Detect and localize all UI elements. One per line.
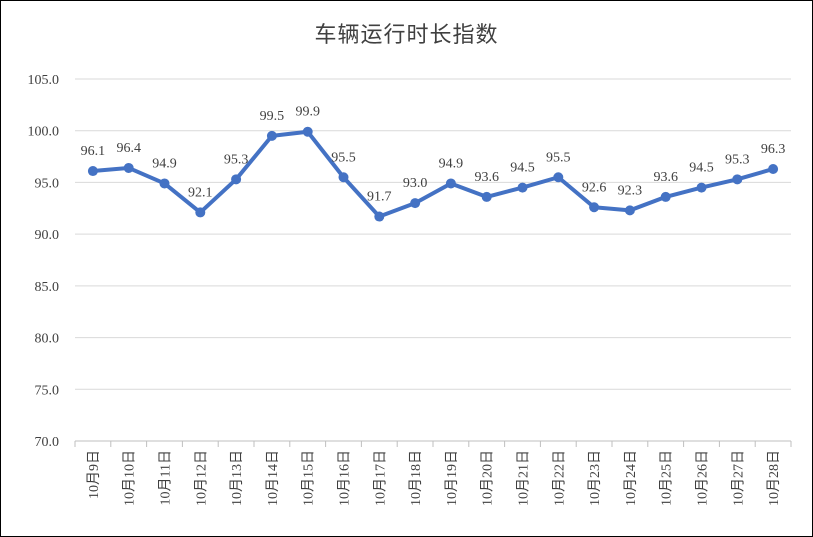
data-point bbox=[87, 166, 98, 177]
data-point bbox=[768, 163, 779, 174]
chart-title: 车辆运行时长指数 bbox=[314, 23, 499, 48]
y-tick-label: 75.0 bbox=[35, 383, 60, 398]
data-label: 95.5 bbox=[546, 150, 571, 165]
data-label: 94.9 bbox=[152, 156, 177, 171]
data-point bbox=[123, 162, 134, 173]
y-tick-label: 90.0 bbox=[35, 228, 60, 243]
data-label: 99.5 bbox=[260, 109, 285, 124]
data-point bbox=[302, 126, 313, 137]
x-tick-label: 10月11日 bbox=[158, 450, 174, 505]
data-points bbox=[87, 126, 779, 222]
y-tick-label: 85.0 bbox=[35, 280, 60, 295]
y-tick-label: 70.0 bbox=[35, 435, 60, 450]
x-tick-label: 10月19日 bbox=[444, 450, 460, 506]
data-label: 94.9 bbox=[439, 156, 464, 171]
x-tick-label: 10月10日 bbox=[122, 450, 138, 506]
data-point bbox=[696, 182, 707, 193]
data-label: 92.3 bbox=[618, 183, 643, 198]
gridlines bbox=[75, 78, 791, 442]
y-tick-label: 105.0 bbox=[28, 73, 60, 88]
data-label: 96.1 bbox=[81, 144, 106, 159]
data-point bbox=[624, 205, 635, 216]
x-tick-label: 10月28日 bbox=[766, 450, 782, 506]
data-point bbox=[231, 174, 242, 185]
data-point bbox=[553, 172, 564, 183]
x-tick-label: 10月24日 bbox=[623, 450, 639, 506]
data-label: 93.0 bbox=[403, 176, 428, 191]
data-label: 95.5 bbox=[331, 150, 356, 165]
data-label: 95.3 bbox=[725, 152, 750, 167]
x-tick-label: 10月22日 bbox=[551, 450, 567, 506]
x-tick-label: 10月25日 bbox=[659, 450, 675, 506]
x-tick-label: 10月14日 bbox=[265, 450, 281, 506]
data-point bbox=[517, 182, 528, 193]
data-label: 92.1 bbox=[188, 185, 213, 200]
series-line-path bbox=[90, 129, 776, 219]
x-tick-label: 10月9日 bbox=[86, 450, 102, 499]
data-label: 95.3 bbox=[224, 152, 249, 167]
x-tick-label: 10月18日 bbox=[408, 450, 424, 506]
data-point bbox=[445, 178, 456, 189]
x-tick-label: 10月17日 bbox=[372, 450, 388, 506]
x-tick-label: 10月20日 bbox=[480, 450, 496, 506]
data-label: 94.5 bbox=[510, 161, 535, 176]
x-tick-label: 10月23日 bbox=[587, 450, 603, 506]
data-labels: 96.1 96.4 94.9 92.1 95.3 99.5 99.9 95.5 91.7 93.0… bbox=[81, 105, 786, 205]
x-tick-label: 10月15日 bbox=[301, 450, 317, 506]
x-tick-label: 10月21日 bbox=[516, 450, 532, 506]
data-label: 93.6 bbox=[653, 170, 678, 185]
data-point bbox=[410, 198, 421, 209]
data-point bbox=[266, 130, 277, 141]
y-tick-label: 100.0 bbox=[28, 125, 60, 140]
data-label: 92.6 bbox=[582, 180, 607, 195]
axes: 70.0 75.0 80.0 85.0 90.0 95.0 100.0 105.0 10月9日 1… bbox=[28, 73, 792, 506]
x-tick-label: 10月16日 bbox=[337, 450, 353, 506]
x-tick-label: 10月26日 bbox=[695, 450, 711, 506]
data-point bbox=[195, 207, 206, 218]
y-tick-label: 80.0 bbox=[35, 332, 60, 347]
data-label: 96.3 bbox=[761, 142, 786, 157]
data-point bbox=[481, 191, 492, 202]
x-tick-label: 10月13日 bbox=[229, 450, 245, 506]
data-point bbox=[589, 202, 600, 213]
data-point bbox=[159, 178, 170, 189]
data-point bbox=[732, 174, 743, 185]
x-tick-label: 10月27日 bbox=[730, 450, 746, 506]
y-tick-label: 95.0 bbox=[35, 176, 60, 191]
data-label: 91.7 bbox=[367, 190, 392, 205]
data-point bbox=[374, 211, 385, 222]
data-label: 99.9 bbox=[295, 105, 320, 120]
x-tick-label: 10月12日 bbox=[193, 450, 209, 506]
data-label: 96.4 bbox=[116, 141, 141, 156]
data-label: 93.6 bbox=[474, 170, 499, 185]
data-label: 94.5 bbox=[689, 161, 714, 176]
series-line bbox=[90, 129, 776, 219]
data-point bbox=[660, 191, 671, 202]
data-point bbox=[338, 172, 349, 183]
